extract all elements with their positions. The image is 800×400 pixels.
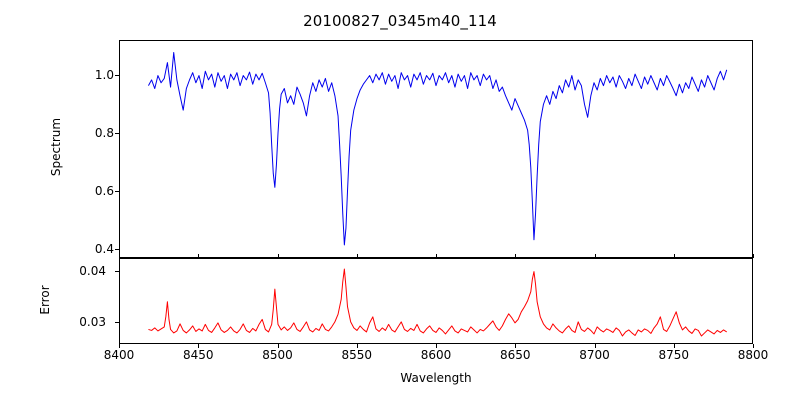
x-tick-label: 8750 — [658, 348, 690, 362]
spectrum-plot-panel — [119, 40, 753, 258]
x-tick-mark-upper-panel — [515, 254, 517, 258]
x-tick-mark-upper-panel — [277, 254, 279, 258]
y-tick-label-spectrum: 1.0 — [94, 67, 114, 82]
x-tick-mark — [594, 344, 596, 348]
x-tick-mark — [198, 344, 200, 348]
x-tick-mark — [436, 344, 438, 348]
x-tick-mark — [119, 344, 121, 348]
error-line — [148, 269, 726, 336]
y-tick-mark-error — [115, 322, 119, 324]
y-tick-label-spectrum: 0.6 — [94, 184, 114, 199]
x-tick-mark-upper-panel — [753, 254, 755, 258]
x-tick-mark — [356, 344, 358, 348]
x-tick-label: 8500 — [262, 348, 293, 362]
x-tick-mark-upper-panel — [356, 254, 358, 258]
x-tick-mark-upper-panel — [436, 254, 438, 258]
x-tick-mark — [515, 344, 517, 348]
x-tick-mark — [277, 344, 279, 348]
y-tick-mark-spectrum — [115, 133, 119, 135]
x-tick-mark — [673, 344, 675, 348]
x-tick-mark — [753, 344, 755, 348]
x-tick-mark-upper-panel — [198, 254, 200, 258]
x-tick-mark-upper-panel — [119, 254, 121, 258]
x-tick-mark-upper-panel — [594, 254, 596, 258]
x-tick-label: 8550 — [341, 348, 373, 362]
y-tick-label-spectrum: 0.8 — [94, 126, 114, 140]
spectrum-series-svg — [120, 41, 752, 257]
y-tick-label-error: 0.04 — [79, 263, 106, 278]
error-plot-panel — [119, 258, 753, 344]
y-tick-mark-spectrum — [115, 249, 119, 251]
error-series-svg — [120, 259, 752, 343]
x-tick-label: 8800 — [737, 348, 769, 362]
y-tick-mark-error — [115, 270, 119, 272]
x-tick-mark-upper-panel — [673, 254, 675, 258]
y-axis-label-error: Error — [38, 285, 52, 315]
x-tick-label: 8650 — [499, 348, 531, 362]
y-axis-label-spectrum: Spectrum — [49, 117, 63, 177]
x-tick-label: 8700 — [579, 348, 610, 362]
chart-title: 20100827_0345m40_114 — [303, 12, 497, 30]
x-tick-label: 8450 — [182, 348, 214, 362]
x-tick-label: 8600 — [420, 348, 452, 362]
y-tick-mark-spectrum — [115, 74, 119, 76]
x-tick-label: 8400 — [103, 348, 135, 362]
y-tick-label-spectrum: 0.4 — [94, 242, 114, 257]
spectrum-line — [148, 53, 726, 245]
y-tick-mark-spectrum — [115, 191, 119, 193]
x-axis-label: Wavelength — [400, 371, 472, 385]
y-tick-label-error: 0.03 — [79, 315, 106, 330]
